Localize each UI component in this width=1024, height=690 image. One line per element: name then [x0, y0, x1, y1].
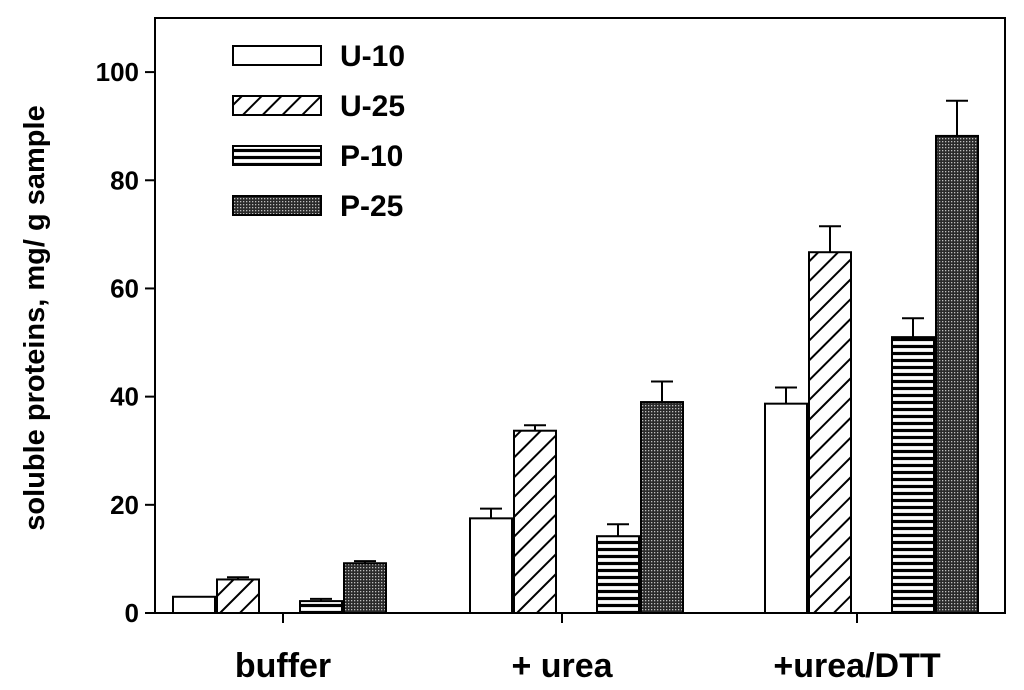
y-tick-label: 40 — [110, 382, 139, 412]
y-tick-label: 100 — [96, 57, 139, 87]
bar — [596, 535, 640, 615]
x-tick-label: +urea/DTT — [773, 647, 940, 685]
bars — [172, 99, 979, 615]
x-tick-label: buffer — [235, 647, 331, 685]
bar — [172, 595, 216, 614]
legend-label: P-10 — [340, 140, 403, 173]
bar — [513, 429, 557, 614]
bar — [299, 600, 343, 614]
legend-swatch — [232, 95, 322, 116]
legend: U-10 U-25 P-10 P-25 — [232, 40, 405, 223]
bar — [764, 402, 808, 614]
plot-frame — [154, 17, 1006, 614]
legend-swatch — [232, 145, 322, 166]
y-tick-label: 80 — [110, 165, 139, 195]
y-tick-label: 0 — [125, 598, 139, 628]
bar — [935, 134, 979, 614]
bar — [640, 401, 684, 614]
legend-label: U-25 — [340, 90, 405, 123]
axes: 0 20 40 60 80 100 — [96, 17, 1006, 628]
category-labels: buffer + urea +urea/DTT — [235, 613, 941, 685]
bar — [891, 336, 935, 614]
legend-swatch — [232, 45, 322, 66]
bar — [343, 562, 387, 615]
y-axis-label: soluble proteins, mg/ g sample — [19, 105, 51, 530]
legend-label: U-10 — [340, 40, 405, 73]
y-tick-label: 20 — [110, 490, 139, 520]
bar — [216, 578, 260, 614]
x-tick-label: + urea — [511, 647, 613, 685]
bar — [469, 517, 513, 614]
bar — [808, 251, 852, 615]
legend-label: P-25 — [340, 190, 403, 223]
y-tick-label: 60 — [110, 273, 139, 303]
legend-swatch — [232, 195, 322, 216]
